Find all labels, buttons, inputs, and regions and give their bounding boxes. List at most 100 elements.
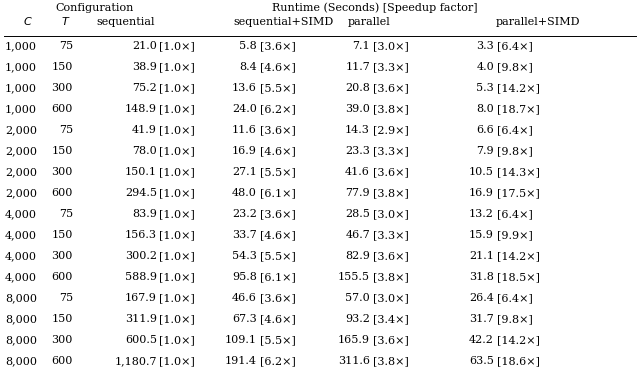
- Text: 8.4: 8.4: [239, 62, 257, 72]
- Text: 1,000: 1,000: [5, 62, 37, 72]
- Text: [3.0×]: [3.0×]: [373, 41, 409, 51]
- Text: 150.1: 150.1: [125, 167, 157, 177]
- Text: [6.4×]: [6.4×]: [497, 125, 533, 135]
- Text: 16.9: 16.9: [469, 188, 494, 198]
- Text: [6.4×]: [6.4×]: [497, 41, 533, 51]
- Text: 8,000: 8,000: [5, 314, 37, 324]
- Text: 5.8: 5.8: [239, 41, 257, 51]
- Text: [6.1×]: [6.1×]: [260, 188, 296, 198]
- Text: 600: 600: [52, 356, 73, 366]
- Text: [3.8×]: [3.8×]: [373, 104, 409, 114]
- Text: 311.6: 311.6: [338, 356, 370, 366]
- Text: [1.0×]: [1.0×]: [159, 83, 195, 93]
- Text: 167.9: 167.9: [125, 293, 157, 303]
- Text: 75: 75: [59, 293, 73, 303]
- Text: [14.3×]: [14.3×]: [497, 167, 540, 177]
- Text: 38.9: 38.9: [132, 62, 157, 72]
- Text: [1.0×]: [1.0×]: [159, 167, 195, 177]
- Text: 28.5: 28.5: [345, 209, 370, 219]
- Text: [6.1×]: [6.1×]: [260, 272, 296, 282]
- Text: 4,000: 4,000: [5, 272, 37, 282]
- Text: 31.8: 31.8: [469, 272, 494, 282]
- Text: 11.6: 11.6: [232, 125, 257, 135]
- Text: [18.5×]: [18.5×]: [497, 272, 540, 282]
- Text: 14.3: 14.3: [345, 125, 370, 135]
- Text: 600: 600: [52, 188, 73, 198]
- Text: [3.8×]: [3.8×]: [373, 272, 409, 282]
- Text: [5.5×]: [5.5×]: [260, 251, 296, 261]
- Text: [3.6×]: [3.6×]: [260, 293, 296, 303]
- Text: [3.3×]: [3.3×]: [373, 230, 409, 240]
- Text: [3.3×]: [3.3×]: [373, 62, 409, 72]
- Text: 311.9: 311.9: [125, 314, 157, 324]
- Text: [9.8×]: [9.8×]: [497, 146, 533, 156]
- Text: 23.3: 23.3: [345, 146, 370, 156]
- Text: 191.4: 191.4: [225, 356, 257, 366]
- Text: 155.5: 155.5: [338, 272, 370, 282]
- Text: [5.5×]: [5.5×]: [260, 335, 296, 345]
- Text: [14.2×]: [14.2×]: [497, 83, 540, 93]
- Text: parallel+SIMD: parallel+SIMD: [496, 17, 580, 27]
- Text: 8,000: 8,000: [5, 293, 37, 303]
- Text: 2,000: 2,000: [5, 125, 37, 135]
- Text: [1.0×]: [1.0×]: [159, 104, 195, 114]
- Text: 4,000: 4,000: [5, 230, 37, 240]
- Text: 75: 75: [59, 41, 73, 51]
- Text: [1.0×]: [1.0×]: [159, 314, 195, 324]
- Text: 20.8: 20.8: [345, 83, 370, 93]
- Text: $C$: $C$: [23, 15, 33, 27]
- Text: Configuration: Configuration: [55, 3, 133, 13]
- Text: 75: 75: [59, 125, 73, 135]
- Text: [3.0×]: [3.0×]: [373, 209, 409, 219]
- Text: [3.0×]: [3.0×]: [373, 293, 409, 303]
- Text: [6.4×]: [6.4×]: [497, 209, 533, 219]
- Text: 27.1: 27.1: [232, 167, 257, 177]
- Text: [4.6×]: [4.6×]: [260, 314, 296, 324]
- Text: 300: 300: [52, 167, 73, 177]
- Text: 46.7: 46.7: [345, 230, 370, 240]
- Text: 2,000: 2,000: [5, 146, 37, 156]
- Text: [4.6×]: [4.6×]: [260, 146, 296, 156]
- Text: 8.0: 8.0: [476, 104, 494, 114]
- Text: 67.3: 67.3: [232, 314, 257, 324]
- Text: 39.0: 39.0: [345, 104, 370, 114]
- Text: [1.0×]: [1.0×]: [159, 272, 195, 282]
- Text: 150: 150: [52, 62, 73, 72]
- Text: 75.2: 75.2: [132, 83, 157, 93]
- Text: [6.2×]: [6.2×]: [260, 356, 296, 366]
- Text: 10.5: 10.5: [469, 167, 494, 177]
- Text: sequential+SIMD: sequential+SIMD: [234, 17, 334, 27]
- Text: 57.0: 57.0: [345, 293, 370, 303]
- Text: 600.5: 600.5: [125, 335, 157, 345]
- Text: 41.9: 41.9: [132, 125, 157, 135]
- Text: [3.8×]: [3.8×]: [373, 188, 409, 198]
- Text: 31.7: 31.7: [469, 314, 494, 324]
- Text: 7.9: 7.9: [476, 146, 494, 156]
- Text: 54.3: 54.3: [232, 251, 257, 261]
- Text: [1.0×]: [1.0×]: [159, 251, 195, 261]
- Text: [1.0×]: [1.0×]: [159, 209, 195, 219]
- Text: 4,000: 4,000: [5, 251, 37, 261]
- Text: [1.0×]: [1.0×]: [159, 293, 195, 303]
- Text: 600: 600: [52, 104, 73, 114]
- Text: [3.6×]: [3.6×]: [260, 41, 296, 51]
- Text: 21.0: 21.0: [132, 41, 157, 51]
- Text: 109.1: 109.1: [225, 335, 257, 345]
- Text: 4.0: 4.0: [476, 62, 494, 72]
- Text: [17.5×]: [17.5×]: [497, 188, 540, 198]
- Text: [3.6×]: [3.6×]: [373, 335, 409, 345]
- Text: 2,000: 2,000: [5, 188, 37, 198]
- Text: 48.0: 48.0: [232, 188, 257, 198]
- Text: 77.9: 77.9: [346, 188, 370, 198]
- Text: 42.2: 42.2: [469, 335, 494, 345]
- Text: [6.2×]: [6.2×]: [260, 104, 296, 114]
- Text: [3.6×]: [3.6×]: [373, 167, 409, 177]
- Text: [9.8×]: [9.8×]: [497, 62, 533, 72]
- Text: 33.7: 33.7: [232, 230, 257, 240]
- Text: 21.1: 21.1: [469, 251, 494, 261]
- Text: [3.8×]: [3.8×]: [373, 356, 409, 366]
- Text: 1,000: 1,000: [5, 41, 37, 51]
- Text: 588.9: 588.9: [125, 272, 157, 282]
- Text: [1.0×]: [1.0×]: [159, 335, 195, 345]
- Text: [1.0×]: [1.0×]: [159, 146, 195, 156]
